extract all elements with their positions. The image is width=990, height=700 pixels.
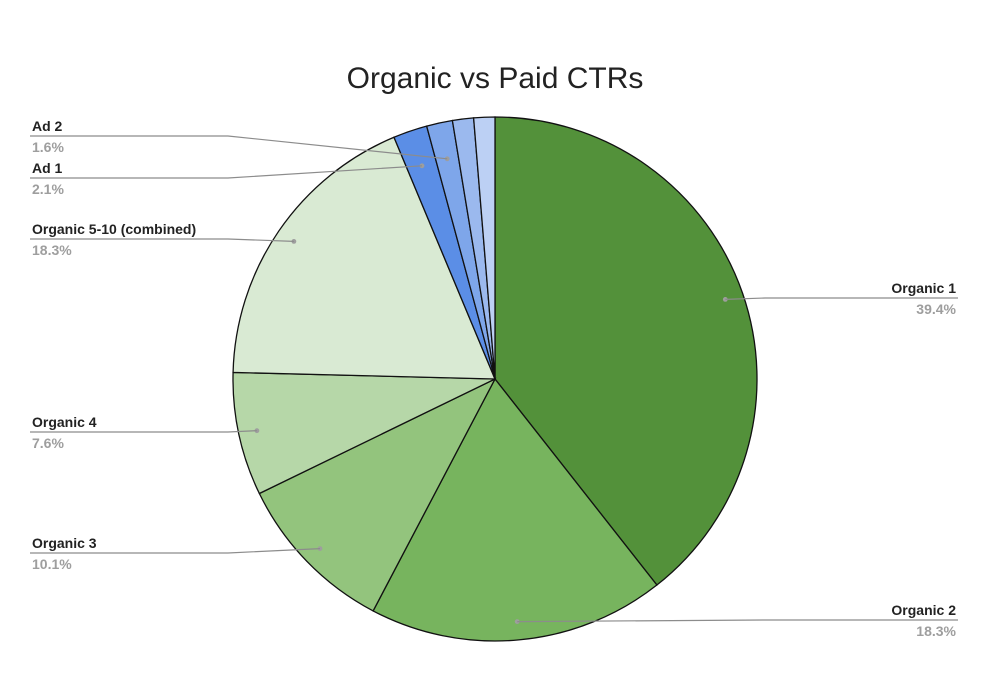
slice-label: Organic 5-10 (combined) bbox=[32, 221, 196, 237]
slice-value-label: 10.1% bbox=[32, 556, 72, 572]
slice-label: Organic 1 bbox=[891, 280, 956, 296]
leader-dot bbox=[444, 156, 450, 162]
slice-value-label: 18.3% bbox=[916, 623, 956, 639]
slice-label: Ad 2 bbox=[32, 118, 63, 134]
pie-slice bbox=[258, 377, 497, 612]
pie-slice bbox=[472, 116, 496, 380]
chart-title: Organic vs Paid CTRs bbox=[347, 62, 644, 95]
pie-slice bbox=[372, 377, 658, 642]
slice-label: Organic 3 bbox=[32, 535, 97, 551]
pie-slice bbox=[494, 116, 758, 586]
slice-value-label: 1.6% bbox=[32, 139, 64, 155]
pie-slices bbox=[232, 116, 758, 642]
leader-line bbox=[30, 135, 448, 160]
slice-label: Organic 2 bbox=[891, 602, 956, 618]
slice-label: Organic 4 bbox=[32, 414, 97, 430]
leader-line bbox=[725, 297, 958, 300]
leader-dot bbox=[514, 619, 520, 624]
slice-label: Ad 1 bbox=[32, 160, 63, 176]
leader-line bbox=[30, 430, 257, 433]
leader-dot bbox=[722, 297, 728, 302]
leader-line bbox=[30, 548, 321, 554]
slice-value-label: 7.6% bbox=[32, 435, 64, 451]
pie-slice bbox=[232, 371, 496, 495]
leader-line bbox=[517, 619, 958, 623]
leader-line bbox=[30, 238, 294, 242]
slice-value-label: 2.1% bbox=[32, 181, 64, 197]
leader-line bbox=[30, 165, 423, 179]
slice-value-label: 39.4% bbox=[916, 301, 956, 317]
pie-slice bbox=[232, 136, 496, 380]
pie-labels: Organic 1 39.4% Organic 2 18.3% Organic 3 10.… bbox=[30, 118, 958, 639]
slice-value-label: 18.3% bbox=[32, 242, 72, 258]
